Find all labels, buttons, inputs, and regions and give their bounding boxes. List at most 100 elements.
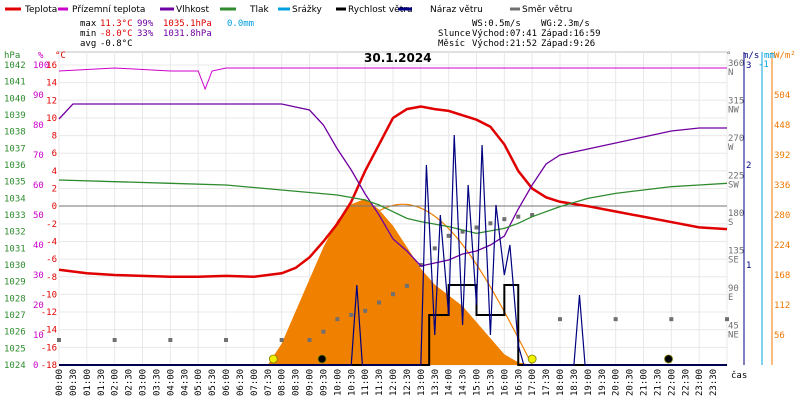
legend-srazky: Srážky — [292, 5, 323, 15]
humidity-tick: 60 — [33, 181, 44, 191]
direction-tick-value: 315 — [728, 97, 744, 107]
time-tick: 15:00 — [473, 369, 483, 396]
time-tick: 18:30 — [570, 369, 580, 396]
time-tick: 09:00 — [306, 369, 316, 396]
rain-tick: -1 — [758, 60, 769, 70]
temp-tick: -6 — [46, 255, 57, 265]
time-tick: 00:30 — [69, 369, 79, 396]
humidity-tick: 80 — [33, 121, 44, 131]
temp-tick: -2 — [46, 220, 57, 230]
direction-tick-value: 135 — [728, 247, 744, 257]
legend-naraz-vetru: Náraz větru — [430, 5, 483, 15]
time-tick: 06:00 — [222, 369, 232, 396]
wind-tick: 1 — [746, 261, 751, 271]
pressure-tick: 1026 — [4, 328, 26, 338]
time-tick: 14:00 — [445, 369, 455, 396]
time-tick: 17:00 — [528, 369, 538, 396]
pressure-tick: 1033 — [4, 211, 26, 221]
wind-direction-point — [307, 338, 312, 342]
solar-theoretical-curve — [272, 203, 533, 366]
sun-set: Západ:16:59 — [541, 29, 601, 39]
series-teplota — [58, 105, 728, 279]
wind-direction-point — [432, 246, 437, 251]
time-tick: 00:00 — [55, 369, 65, 396]
stat-max-press: 1035.1hPa — [163, 19, 212, 29]
wind-direction-point — [558, 317, 562, 322]
time-tick: 01:00 — [83, 369, 93, 396]
unit-mm: mm — [764, 51, 775, 61]
chart-title: 30.1.2024 — [364, 51, 432, 65]
unit-deg: ° — [726, 51, 731, 61]
humidity-tick: 50 — [33, 211, 44, 221]
series-tlak — [58, 179, 728, 234]
pressure-tick: 1038 — [4, 128, 26, 138]
legend-teplota: Teplota — [24, 5, 57, 15]
wind-direction-point — [725, 317, 729, 322]
time-tick: 16:00 — [500, 369, 510, 396]
stat-avg-label: avg — [80, 39, 96, 49]
time-tick: 18:00 — [556, 369, 566, 396]
wind-direction-point — [57, 338, 61, 342]
time-tick: 06:30 — [236, 369, 246, 396]
solar-tick: 280 — [774, 211, 790, 221]
time-tick: 17:30 — [542, 369, 552, 396]
temp-tick: -10 — [41, 290, 57, 300]
solar-tick: 224 — [774, 241, 790, 251]
solar-tick: 56 — [774, 331, 785, 341]
solar-tick: 448 — [774, 121, 790, 131]
wind-direction-point — [391, 292, 395, 297]
wind-tick: 2 — [746, 161, 751, 171]
wind-direction-point — [502, 217, 507, 222]
time-tick: 12:00 — [389, 369, 399, 396]
pressure-tick: 1027 — [4, 311, 26, 321]
time-tick: 05:30 — [208, 369, 218, 396]
pressure-tick: 1030 — [4, 261, 26, 271]
stat-max-hum: 99% — [137, 19, 154, 29]
pressure-tick: 1031 — [4, 244, 26, 254]
humidity-tick: 90 — [33, 91, 44, 101]
time-tick: 08:30 — [292, 369, 302, 396]
temp-tick: -16 — [41, 343, 57, 353]
direction-tick-label: SW — [728, 181, 739, 191]
wind-direction-point — [418, 263, 423, 267]
series-náraz-větru — [59, 134, 727, 366]
temp-tick: 16 — [46, 61, 57, 71]
pressure-tick: 1034 — [4, 194, 26, 204]
temp-tick: -14 — [41, 326, 57, 336]
time-tick: 22:00 — [667, 369, 677, 396]
temp-tick: 10 — [46, 114, 57, 124]
time-tick: 23:30 — [709, 369, 719, 396]
pressure-tick: 1024 — [4, 361, 26, 371]
wind-direction-point — [460, 229, 465, 234]
time-tick: 22:30 — [681, 369, 691, 396]
astro-info: WS:0.5m/s WG:2.3m/s Slunce Východ:07:41 … — [438, 19, 601, 49]
direction-tick-value: 180 — [728, 209, 744, 219]
wind-direction-point — [474, 225, 479, 230]
wind-direction-point — [669, 317, 674, 322]
humidity-tick: 30 — [33, 271, 44, 281]
solar-tick: 504 — [774, 91, 790, 101]
time-axis-label: čas — [731, 370, 747, 381]
sun-rise: Východ:07:41 — [472, 29, 537, 39]
stat-max-temp: 11.3°C — [100, 19, 133, 29]
temp-tick: 4 — [52, 167, 57, 177]
time-tick: 03:00 — [139, 369, 149, 396]
legend-smer-vetru: Směr větru — [522, 5, 572, 15]
stat-min-hum: 33% — [137, 29, 154, 39]
time-tick: 19:00 — [584, 369, 594, 396]
wind-direction-point — [377, 300, 382, 305]
time-tick: 08:00 — [278, 369, 288, 396]
temp-tick: -8 — [46, 273, 57, 283]
pressure-tick: 1041 — [4, 78, 26, 88]
sunrise-marker — [268, 354, 278, 364]
moon-label: Měsíc — [438, 39, 465, 49]
stat-avg-temp: -0.8°C — [100, 39, 133, 49]
wind-direction-point — [224, 338, 228, 342]
unit-degc: °C — [55, 51, 66, 61]
temp-tick: -12 — [41, 308, 57, 318]
legend-vlhkost: Vlhkost — [176, 5, 209, 15]
direction-tick-label: W — [728, 143, 734, 153]
time-tick: 04:00 — [166, 369, 176, 396]
